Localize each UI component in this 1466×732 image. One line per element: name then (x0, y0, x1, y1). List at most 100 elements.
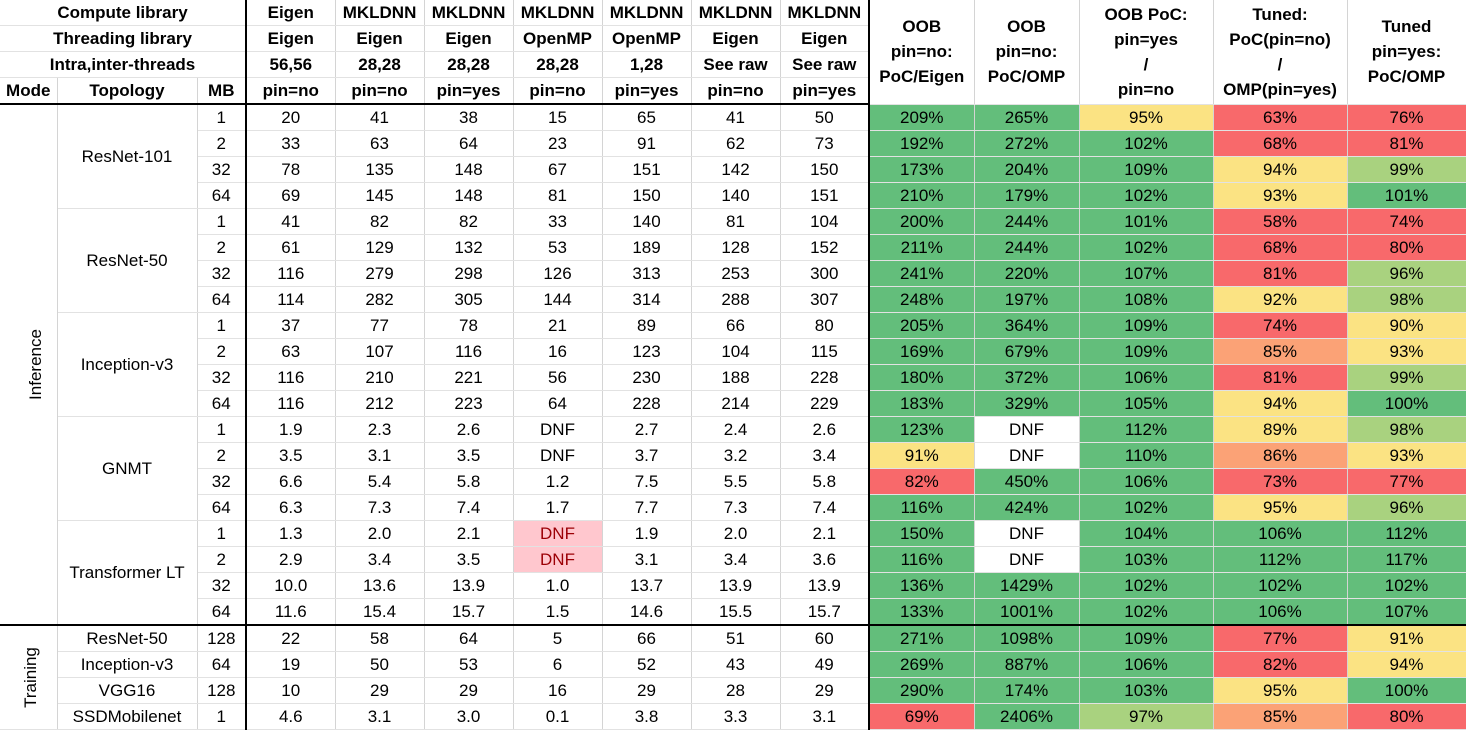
value-cell: 10 (245, 677, 336, 704)
ratio-cell: 108% (1079, 286, 1214, 313)
ratio-header-line: Tuned: (1252, 4, 1308, 24)
value-cell: 3.3 (691, 703, 781, 730)
ratio-cell: 136% (868, 572, 975, 599)
ratio-cell: 107% (1347, 598, 1466, 626)
value-cell: 13.6 (335, 572, 425, 599)
mode-label: Inference (25, 329, 45, 400)
value-cell: 91 (602, 130, 692, 157)
value-cell: 2.1 (424, 520, 514, 547)
ratio-cell: 92% (1213, 286, 1348, 313)
topology-cell: GNMT (57, 416, 198, 521)
value-cell: 144 (513, 286, 603, 313)
value-cell: 67 (513, 156, 603, 183)
ratio-header: OOB pin=no: PoC/OMP (974, 0, 1080, 105)
ratio-cell: 105% (1079, 390, 1214, 417)
ratio-header-line: PoC/Eigen (879, 67, 965, 87)
mb-cell: 64 (197, 390, 247, 417)
ratio-cell: 93% (1347, 338, 1466, 365)
ratio-cell: 220% (974, 260, 1080, 287)
header-cell: Eigen (424, 25, 514, 52)
value-cell: 228 (602, 390, 692, 417)
value-cell: 142 (691, 156, 781, 183)
ratio-cell: 364% (974, 312, 1080, 339)
ratio-cell: 112% (1347, 520, 1466, 547)
ratio-header-line: OOB PoC: (1104, 4, 1188, 24)
header-cell: MKLDNN (691, 0, 781, 26)
value-cell: 63 (335, 130, 425, 157)
ratio-cell: 150% (868, 520, 975, 547)
column-header-pin: pin=no (513, 77, 603, 105)
value-cell: 65 (602, 104, 692, 131)
value-cell: 16 (513, 677, 603, 704)
ratio-cell: 109% (1079, 156, 1214, 183)
topology-cell: ResNet-101 (57, 104, 198, 209)
value-cell: DNF (513, 520, 603, 547)
ratio-header-line: OOB (902, 17, 942, 37)
value-cell: 3.1 (780, 703, 870, 730)
value-cell: 20 (245, 104, 336, 131)
header-cell: See raw (691, 51, 781, 78)
value-cell: 116 (424, 338, 514, 365)
ratio-header-line: PoC/OMP (987, 67, 1066, 87)
ratio-cell: 91% (868, 442, 975, 469)
value-cell: 3.5 (424, 546, 514, 573)
value-cell: 229 (780, 390, 870, 417)
ratio-cell: 106% (1213, 520, 1348, 547)
mode-cell: Inference (0, 104, 58, 626)
value-cell: 19 (245, 651, 336, 678)
column-header-pin: pin=no (691, 77, 781, 105)
value-cell: 38 (424, 104, 514, 131)
header-cell: 56,56 (245, 51, 336, 78)
table-row: 2 33 63 64 23 91 62 73 192% 272% 102% 68% 81% (0, 130, 1466, 157)
value-cell: 314 (602, 286, 692, 313)
value-cell: 13.9 (780, 572, 870, 599)
value-cell: 2.0 (691, 520, 781, 547)
value-cell: 21 (513, 312, 603, 339)
value-cell: 116 (245, 364, 336, 391)
value-cell: 15.7 (780, 598, 870, 626)
header-cell: MKLDNN (513, 0, 603, 26)
header-cell: MKLDNN (335, 0, 425, 26)
value-cell: 3.4 (691, 546, 781, 573)
table-row: 32 78 135 148 67 151 142 150 173% 204% 109% 94% 99% (0, 156, 1466, 183)
ratio-cell: 265% (974, 104, 1080, 131)
ratio-header-line: PoC(pin=no) (1229, 29, 1331, 49)
value-cell: 1.2 (513, 468, 603, 495)
value-cell: 104 (780, 208, 870, 235)
ratio-header-line: / (1143, 54, 1149, 74)
value-cell: 2.1 (780, 520, 870, 547)
ratio-cell: 1001% (974, 598, 1080, 626)
mb-cell: 2 (197, 442, 247, 469)
value-cell: 123 (602, 338, 692, 365)
ratio-cell: 100% (1347, 677, 1466, 704)
ratio-cell: 82% (868, 468, 975, 495)
ratio-cell: 102% (1079, 182, 1214, 209)
ratio-cell: 110% (1079, 442, 1214, 469)
ratio-header-line: pin=yes: (1371, 42, 1442, 62)
ratio-cell: 58% (1213, 208, 1348, 235)
value-cell: 313 (602, 260, 692, 287)
ratio-cell: 133% (868, 598, 975, 626)
value-cell: 56 (513, 364, 603, 391)
mb-cell: 1 (197, 520, 247, 547)
value-cell: 7.7 (602, 494, 692, 521)
value-cell: 5.5 (691, 468, 781, 495)
ratio-cell: 102% (1213, 572, 1348, 599)
column-header-pin: pin=yes (780, 77, 870, 105)
ratio-cell: 76% (1347, 104, 1466, 131)
table-row: Inception-v3 64 19 50 53 6 52 43 49 269% 887% 106% 8… (0, 651, 1466, 678)
ratio-cell: 77% (1213, 624, 1348, 652)
value-cell: 15.7 (424, 598, 514, 626)
value-cell: 2.3 (335, 416, 425, 443)
value-cell: 69 (245, 182, 336, 209)
value-cell: 10.0 (245, 572, 336, 599)
table-row: 64 69 145 148 81 150 140 151 210% 179% 102% 93% 101% (0, 182, 1466, 209)
value-cell: 2.0 (335, 520, 425, 547)
table-row: Inference ResNet-101 1 20 41 38 15 65 41 50 209% 26… (0, 104, 1466, 626)
ratio-cell: 290% (868, 677, 975, 704)
ratio-cell: 77% (1347, 468, 1466, 495)
value-cell: 66 (691, 312, 781, 339)
value-cell: 15 (513, 104, 603, 131)
value-cell: 140 (691, 182, 781, 209)
value-cell: 58 (335, 624, 425, 652)
